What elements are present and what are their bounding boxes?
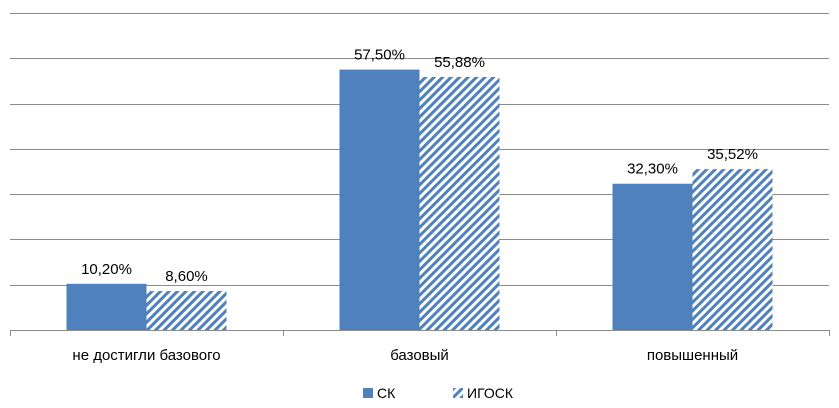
legend: СК ИГОСК [363,385,514,401]
bar-igosk-2 [692,169,773,330]
bar-igosk-1 [419,76,500,331]
data-label: 8,60% [165,268,208,285]
x-axis: не достигли базового базовый повышенный [10,330,830,364]
data-label: 32,30% [627,161,678,178]
legend-label: ИГОСК [467,385,514,401]
data-label: 10,20% [81,261,132,278]
x-tick-label: базовый [390,347,449,364]
bar-sk-2 [612,183,693,330]
bar-sk-1 [339,69,420,330]
legend-label: СК [377,385,396,401]
bars [66,69,773,331]
x-tick-label: повышенный [647,347,738,364]
legend-swatch-igosk [453,388,463,398]
data-label: 57,50% [354,47,405,64]
x-tick-label: не достигли базового [72,347,220,364]
data-label: 55,88% [434,54,485,71]
bar-sk-0 [66,283,147,330]
bar-igosk-0 [146,291,227,330]
data-label: 35,52% [707,146,758,163]
legend-swatch-sk [363,388,373,398]
data-labels: 10,20% 8,60% 57,50% 55,88% 32,30% 35,52% [81,47,758,285]
